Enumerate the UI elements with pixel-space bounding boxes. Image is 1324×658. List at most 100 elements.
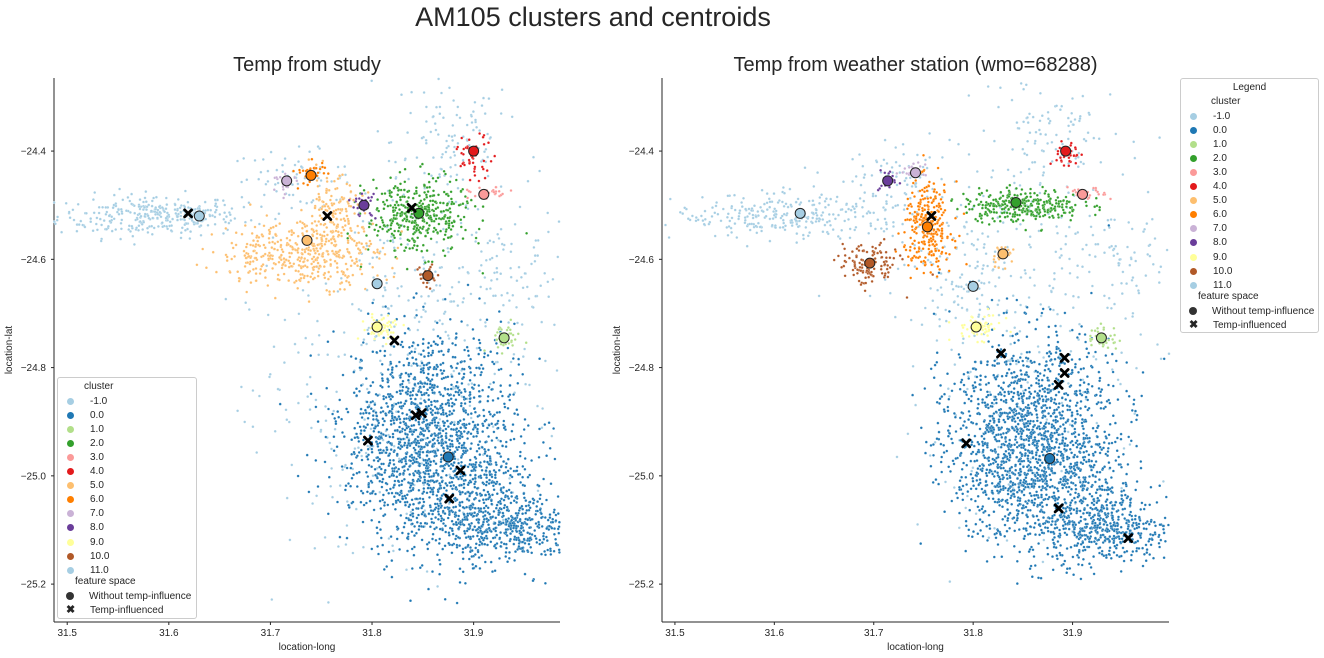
data-point: [143, 196, 147, 200]
data-point: [174, 211, 178, 215]
data-point: [138, 212, 141, 216]
data-point: [815, 217, 819, 221]
data-point: [821, 230, 825, 234]
data-point: [861, 164, 865, 168]
data-point: [867, 231, 871, 235]
data-point: [738, 209, 742, 213]
data-point: [1086, 131, 1090, 135]
data-point: [703, 217, 707, 221]
data-point: [1026, 116, 1029, 119]
data-point: [701, 219, 705, 223]
data-point: [77, 223, 81, 227]
data-point: [740, 201, 743, 204]
data-point: [853, 228, 857, 232]
data-point: [905, 183, 909, 187]
data-point: [271, 236, 275, 240]
data-point: [801, 233, 805, 237]
data-point: [853, 210, 857, 214]
data-point: [203, 200, 207, 204]
data-point: [147, 203, 151, 207]
data-point: [903, 179, 907, 183]
data-point: [1088, 253, 1091, 257]
data-point: [93, 191, 97, 194]
data-point: [821, 211, 825, 214]
data-point: [815, 213, 819, 217]
data-point: [882, 229, 886, 233]
data-point: [131, 234, 135, 238]
data-point: [737, 217, 740, 221]
data-point: [1060, 469, 1063, 473]
data-point: [1139, 333, 1143, 336]
data-point: [782, 204, 786, 208]
data-point: [847, 207, 850, 211]
data-point: [1073, 118, 1077, 121]
data-point: [146, 230, 150, 234]
data-point: [784, 202, 788, 206]
data-point: [1113, 302, 1116, 306]
data-point: [223, 203, 227, 207]
data-point: [875, 160, 879, 164]
data-point: [757, 221, 760, 225]
data-point: [916, 153, 919, 157]
data-point: [904, 192, 908, 196]
data-point: [715, 201, 718, 204]
data-point: [956, 303, 960, 307]
data-point: [1055, 104, 1058, 108]
data-point: [820, 213, 823, 217]
data-point: [861, 205, 864, 209]
data-point: [180, 226, 184, 230]
data-point: [868, 211, 872, 215]
data-point: [1046, 110, 1050, 114]
data-point: [778, 226, 782, 229]
data-point: [130, 224, 134, 228]
data-point: [1048, 284, 1051, 288]
data-point: [961, 341, 965, 345]
data-point: [243, 220, 247, 224]
data-point: [681, 212, 685, 216]
data-point: [882, 158, 886, 162]
data-point: [858, 153, 861, 156]
data-point: [814, 211, 818, 215]
data-point: [1039, 222, 1043, 226]
data-point: [882, 206, 885, 209]
data-point: [120, 212, 124, 215]
data-point: [885, 193, 889, 197]
data-point: [895, 183, 899, 187]
data-point: [713, 234, 717, 238]
data-point: [760, 188, 764, 192]
data-point: [796, 225, 800, 229]
data-point: [740, 205, 744, 209]
data-point: [783, 191, 786, 195]
data-point: [1052, 277, 1056, 281]
data-point: [806, 217, 810, 220]
data-point: [1040, 114, 1044, 118]
data-point: [870, 173, 874, 177]
data-point: [814, 220, 818, 223]
data-point: [60, 230, 63, 234]
data-point: [118, 187, 121, 191]
data-point: [135, 226, 139, 230]
data-point: [179, 231, 183, 235]
data-point: [748, 228, 752, 232]
data-point: [133, 211, 137, 215]
data-point: [160, 206, 164, 209]
data-point: [97, 205, 101, 209]
data-point: [98, 217, 102, 221]
data-point: [908, 176, 912, 180]
data-point: [1076, 165, 1080, 169]
data-point: [789, 221, 793, 225]
data-point: [225, 215, 228, 219]
data-point: [110, 215, 114, 219]
data-point: [128, 210, 132, 214]
data-point: [119, 227, 123, 231]
data-point: [1027, 167, 1031, 171]
data-point: [132, 242, 136, 246]
data-point: [842, 180, 845, 184]
data-point: [138, 220, 142, 223]
data-point: [1036, 345, 1040, 348]
data-point: [928, 131, 931, 135]
data-point: [702, 222, 706, 226]
data-point: [242, 205, 246, 209]
data-point: [725, 225, 729, 229]
data-point: [910, 184, 914, 188]
